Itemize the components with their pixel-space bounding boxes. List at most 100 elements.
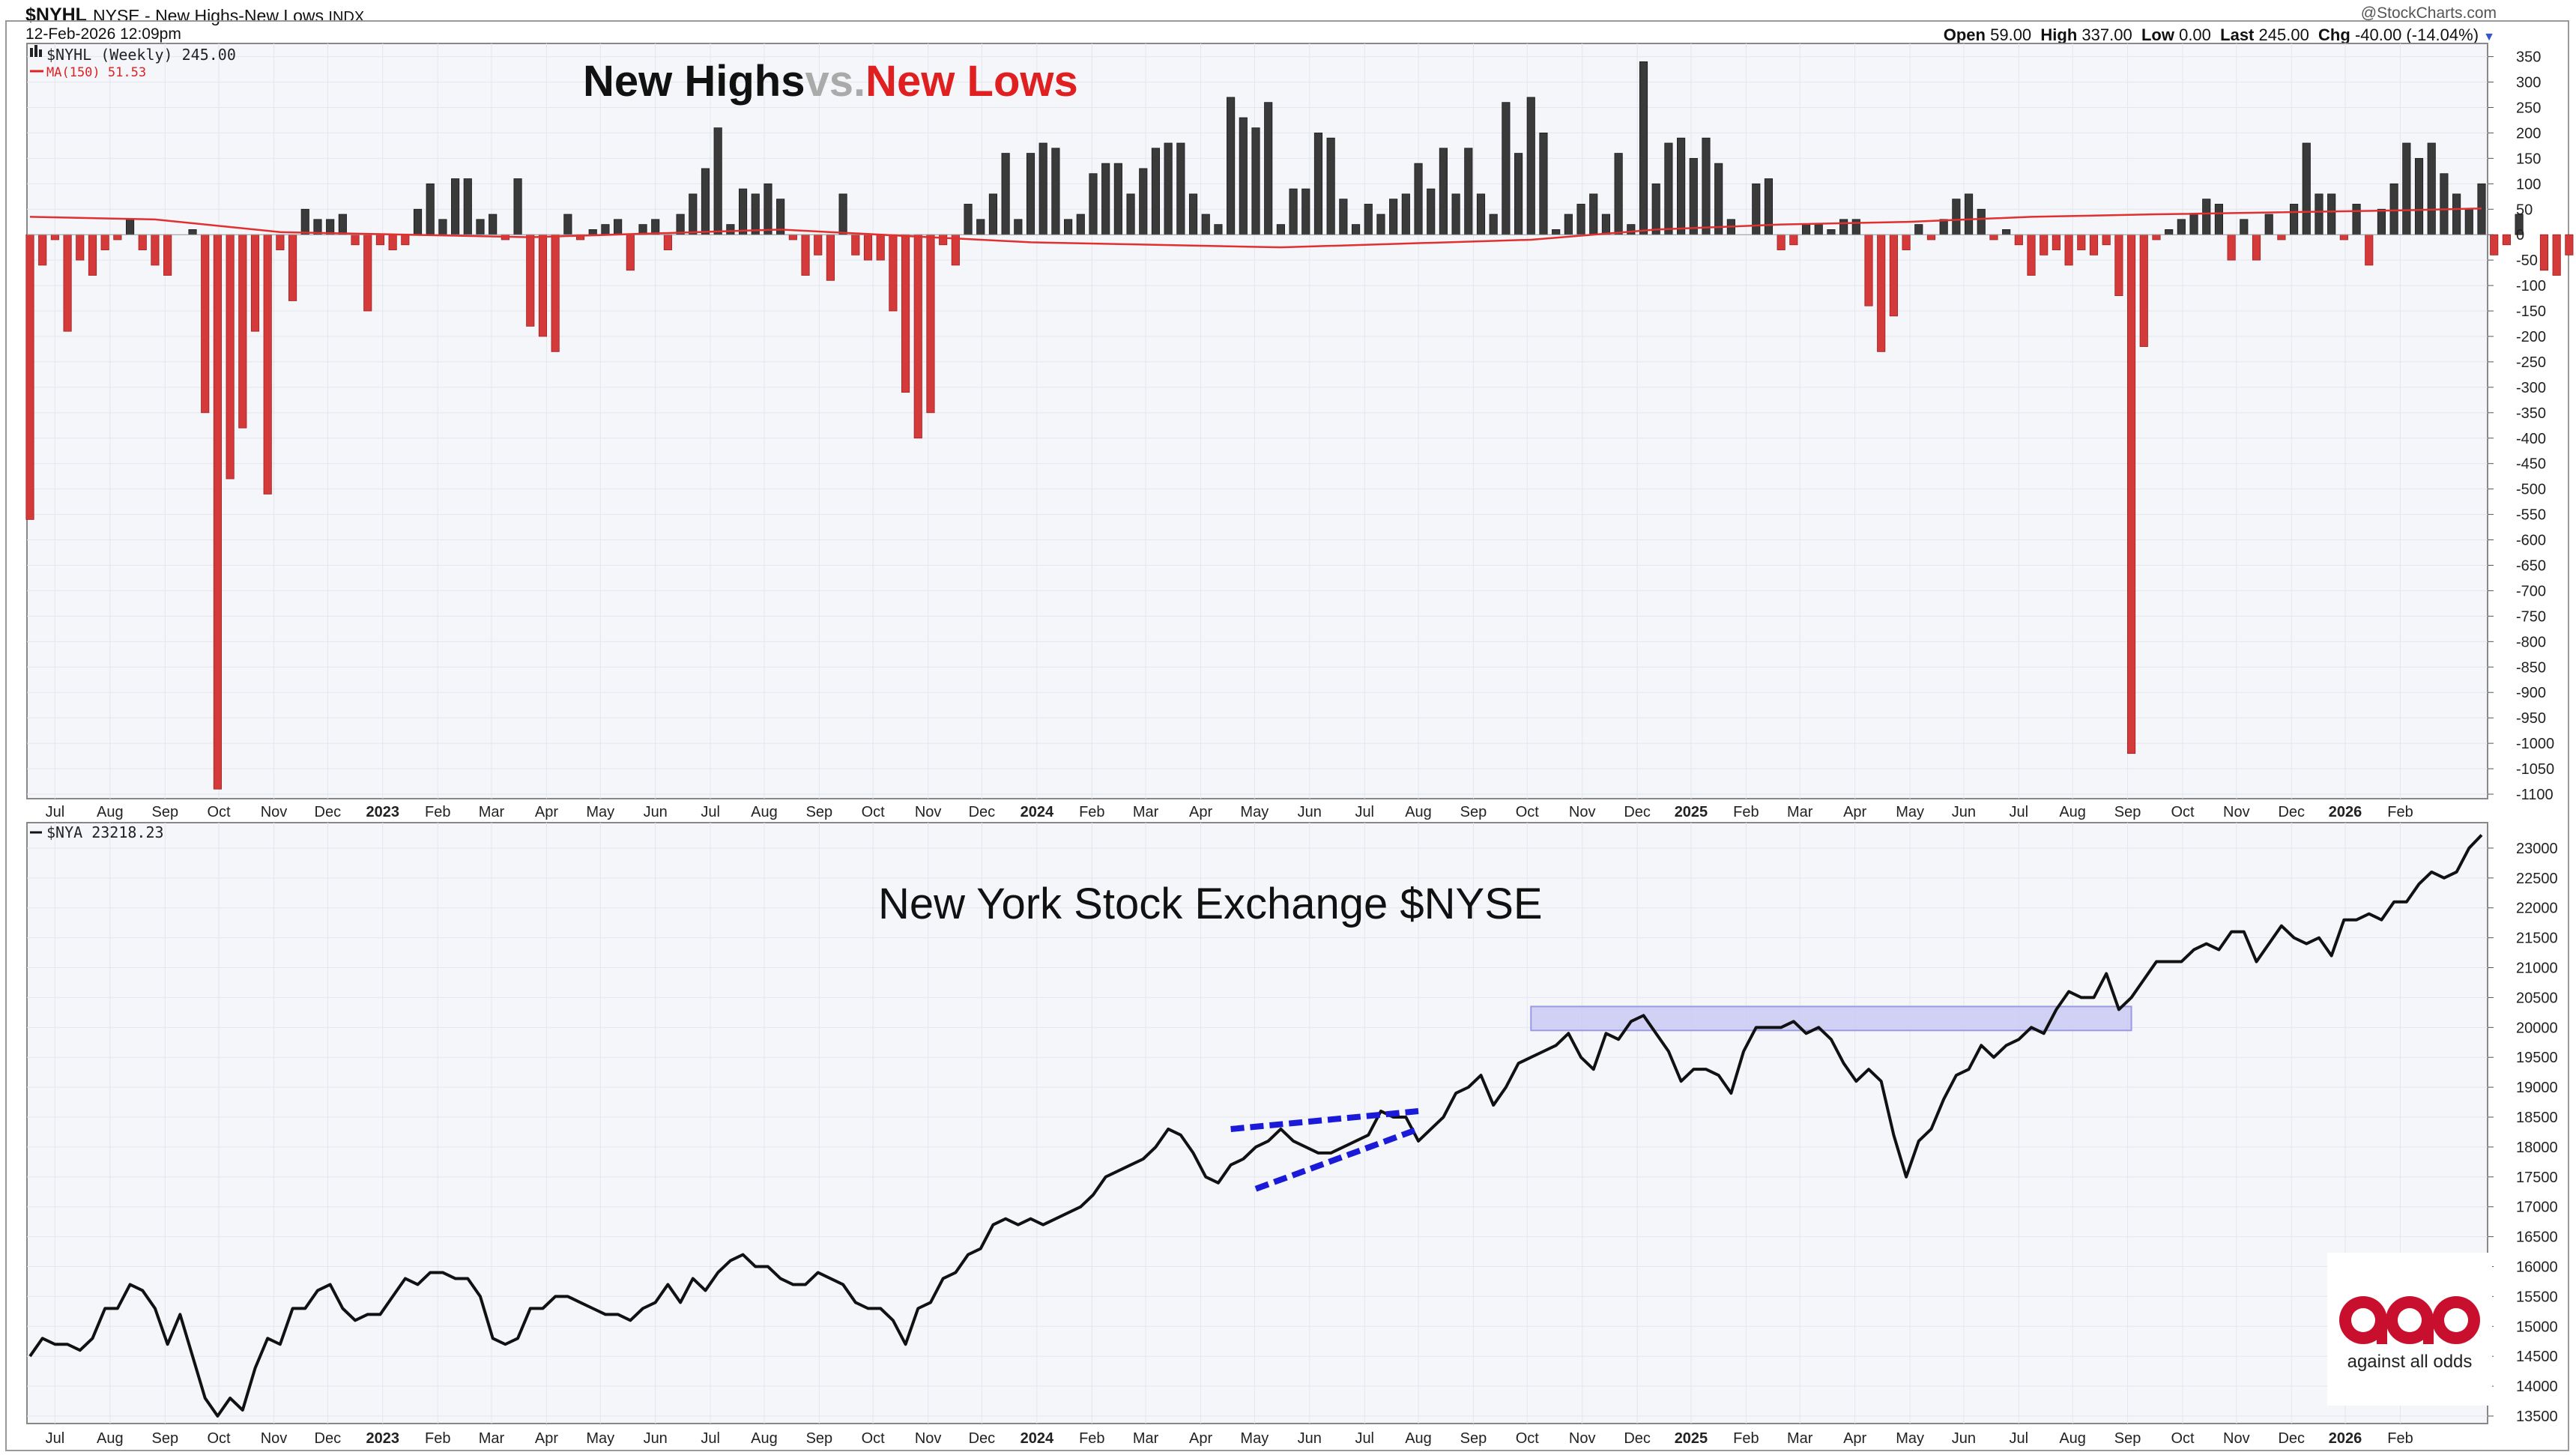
top-x-tick-label: Dec (969, 804, 996, 820)
top-x-tick-label: Oct (862, 804, 886, 820)
new-highs-bar (1089, 173, 1098, 235)
new-highs-bar (188, 229, 197, 235)
top-y-tick-label: -1050 (2516, 761, 2554, 778)
title-vs: vs. (805, 57, 866, 106)
new-highs-bar (2315, 193, 2323, 235)
top-x-tick-label: Jul (1355, 804, 1374, 820)
new-lows-bar (201, 234, 210, 414)
bottom-x-tick-label: Nov (915, 1430, 942, 1447)
new-highs-bar (2452, 193, 2461, 235)
new-lows-bar (2126, 234, 2136, 754)
bottom-y-tick-label: 14500 (2516, 1349, 2558, 1365)
new-lows-bar (901, 234, 910, 393)
new-highs-bar (1389, 199, 1398, 235)
new-highs-bar (451, 178, 460, 235)
new-lows-bar (939, 234, 948, 246)
new-lows-bar (889, 234, 898, 312)
logo: against all odds (2327, 1253, 2492, 1406)
high-value: 337.00 (2081, 25, 2132, 44)
chg-label: Chg (2318, 25, 2350, 44)
top-legend-series: $NYHL (Weekly) 245.00 (46, 46, 236, 64)
top-y-tick-label: -250 (2516, 354, 2546, 371)
top-y-tick-label: -900 (2516, 685, 2546, 701)
bottom-x-tick-label: 2026 (2329, 1430, 2362, 1447)
top-y-tick-label: 250 (2516, 100, 2541, 116)
new-highs-bar (1276, 224, 1285, 235)
quote-summary: Open 59.00 High 337.00 Low 0.00 Last 245… (1944, 25, 2495, 45)
new-highs-bar (2290, 204, 2299, 235)
bottom-x-tick-label: Dec (969, 1430, 996, 1447)
top-x-tick-label: Nov (915, 804, 942, 820)
new-highs-bar (1339, 199, 1348, 235)
new-highs-bar (1126, 193, 1135, 235)
new-highs-bar (563, 214, 572, 235)
new-lows-bar (876, 234, 885, 261)
bottom-x-tick-label: Oct (1516, 1430, 1540, 1447)
new-highs-bar (1026, 153, 1035, 235)
new-lows-bar (2139, 234, 2148, 347)
new-lows-bar (1989, 234, 1998, 241)
new-lows-bar (1889, 234, 1898, 317)
open-value: 59.00 (1990, 25, 2032, 44)
bottom-x-tick-label: Sep (2114, 1430, 2141, 1447)
new-lows-bar (50, 234, 59, 241)
top-panel-title: New Highsvs.New Lows (583, 57, 1078, 106)
bottom-x-tick-label: Sep (151, 1430, 178, 1447)
bottom-x-tick-label: Nov (1569, 1430, 1596, 1447)
top-x-tick-label: Apr (1189, 804, 1212, 820)
dropdown-triangle-icon[interactable]: ▼ (2483, 31, 2495, 43)
top-y-tick-label: 150 (2516, 151, 2541, 167)
new-lows-bar (2277, 234, 2286, 241)
top-y-tick-label: -300 (2516, 380, 2546, 396)
new-highs-bar (1801, 224, 1811, 235)
new-highs-bar (1201, 214, 1210, 235)
new-lows-bar (1877, 234, 1886, 352)
new-highs-bar (1139, 168, 1148, 235)
bottom-y-tick-label: 15500 (2516, 1289, 2558, 1305)
new-lows-bar (2064, 234, 2073, 266)
new-highs-bar (1014, 219, 1023, 235)
top-y-tick-label: 350 (2516, 49, 2541, 66)
new-lows-bar (2365, 234, 2374, 266)
new-lows-bar (276, 234, 285, 250)
new-highs-bar (1827, 229, 1836, 235)
top-x-tick-label: Feb (1733, 804, 1759, 820)
top-x-tick-label: Nov (261, 804, 288, 820)
new-highs-bar (751, 193, 760, 235)
top-x-tick-label: Apr (535, 804, 558, 820)
new-lows-bar (2077, 234, 2086, 250)
new-highs-bar (2402, 142, 2411, 235)
new-highs-bar (1427, 188, 1436, 235)
new-lows-bar (2502, 234, 2511, 246)
top-x-tick-label: May (586, 804, 614, 820)
new-lows-bar (814, 234, 823, 255)
bottom-y-tick-label: 19500 (2516, 1050, 2558, 1066)
top-y-tick-label: -850 (2516, 659, 2546, 676)
new-highs-bar (338, 214, 347, 235)
new-lows-bar (551, 234, 560, 352)
new-highs-bar (2202, 199, 2211, 235)
new-lows-bar (63, 234, 72, 332)
top-y-tick-label: -550 (2516, 507, 2546, 524)
bottom-y-tick-label: 18500 (2516, 1110, 2558, 1126)
new-highs-bar (1164, 142, 1173, 235)
new-highs-bar (1814, 224, 1823, 235)
top-y-tick-label: -450 (2516, 456, 2546, 473)
new-lows-bar (788, 234, 797, 241)
chart-date: 12-Feb-2026 12:09pm (25, 25, 181, 43)
top-x-tick-label: 2025 (1675, 804, 1708, 820)
top-x-tick-label: Dec (1624, 804, 1651, 820)
top-x-tick-label: Sep (2114, 804, 2141, 820)
new-lows-bar (250, 234, 260, 332)
new-highs-bar (426, 183, 435, 235)
last-label: Last (2220, 25, 2255, 44)
new-lows-bar (2252, 234, 2261, 261)
new-highs-bar (1639, 61, 1648, 235)
bottom-x-tick-label: Jul (1355, 1430, 1374, 1447)
new-highs-bar (2002, 229, 2011, 235)
bottom-y-tick-label: 20000 (2516, 1020, 2558, 1036)
new-highs-bar (1514, 153, 1523, 235)
top-x-tick-label: Nov (1569, 804, 1596, 820)
bottom-y-tick-label: 13500 (2516, 1409, 2558, 1425)
new-lows-bar (926, 234, 935, 414)
